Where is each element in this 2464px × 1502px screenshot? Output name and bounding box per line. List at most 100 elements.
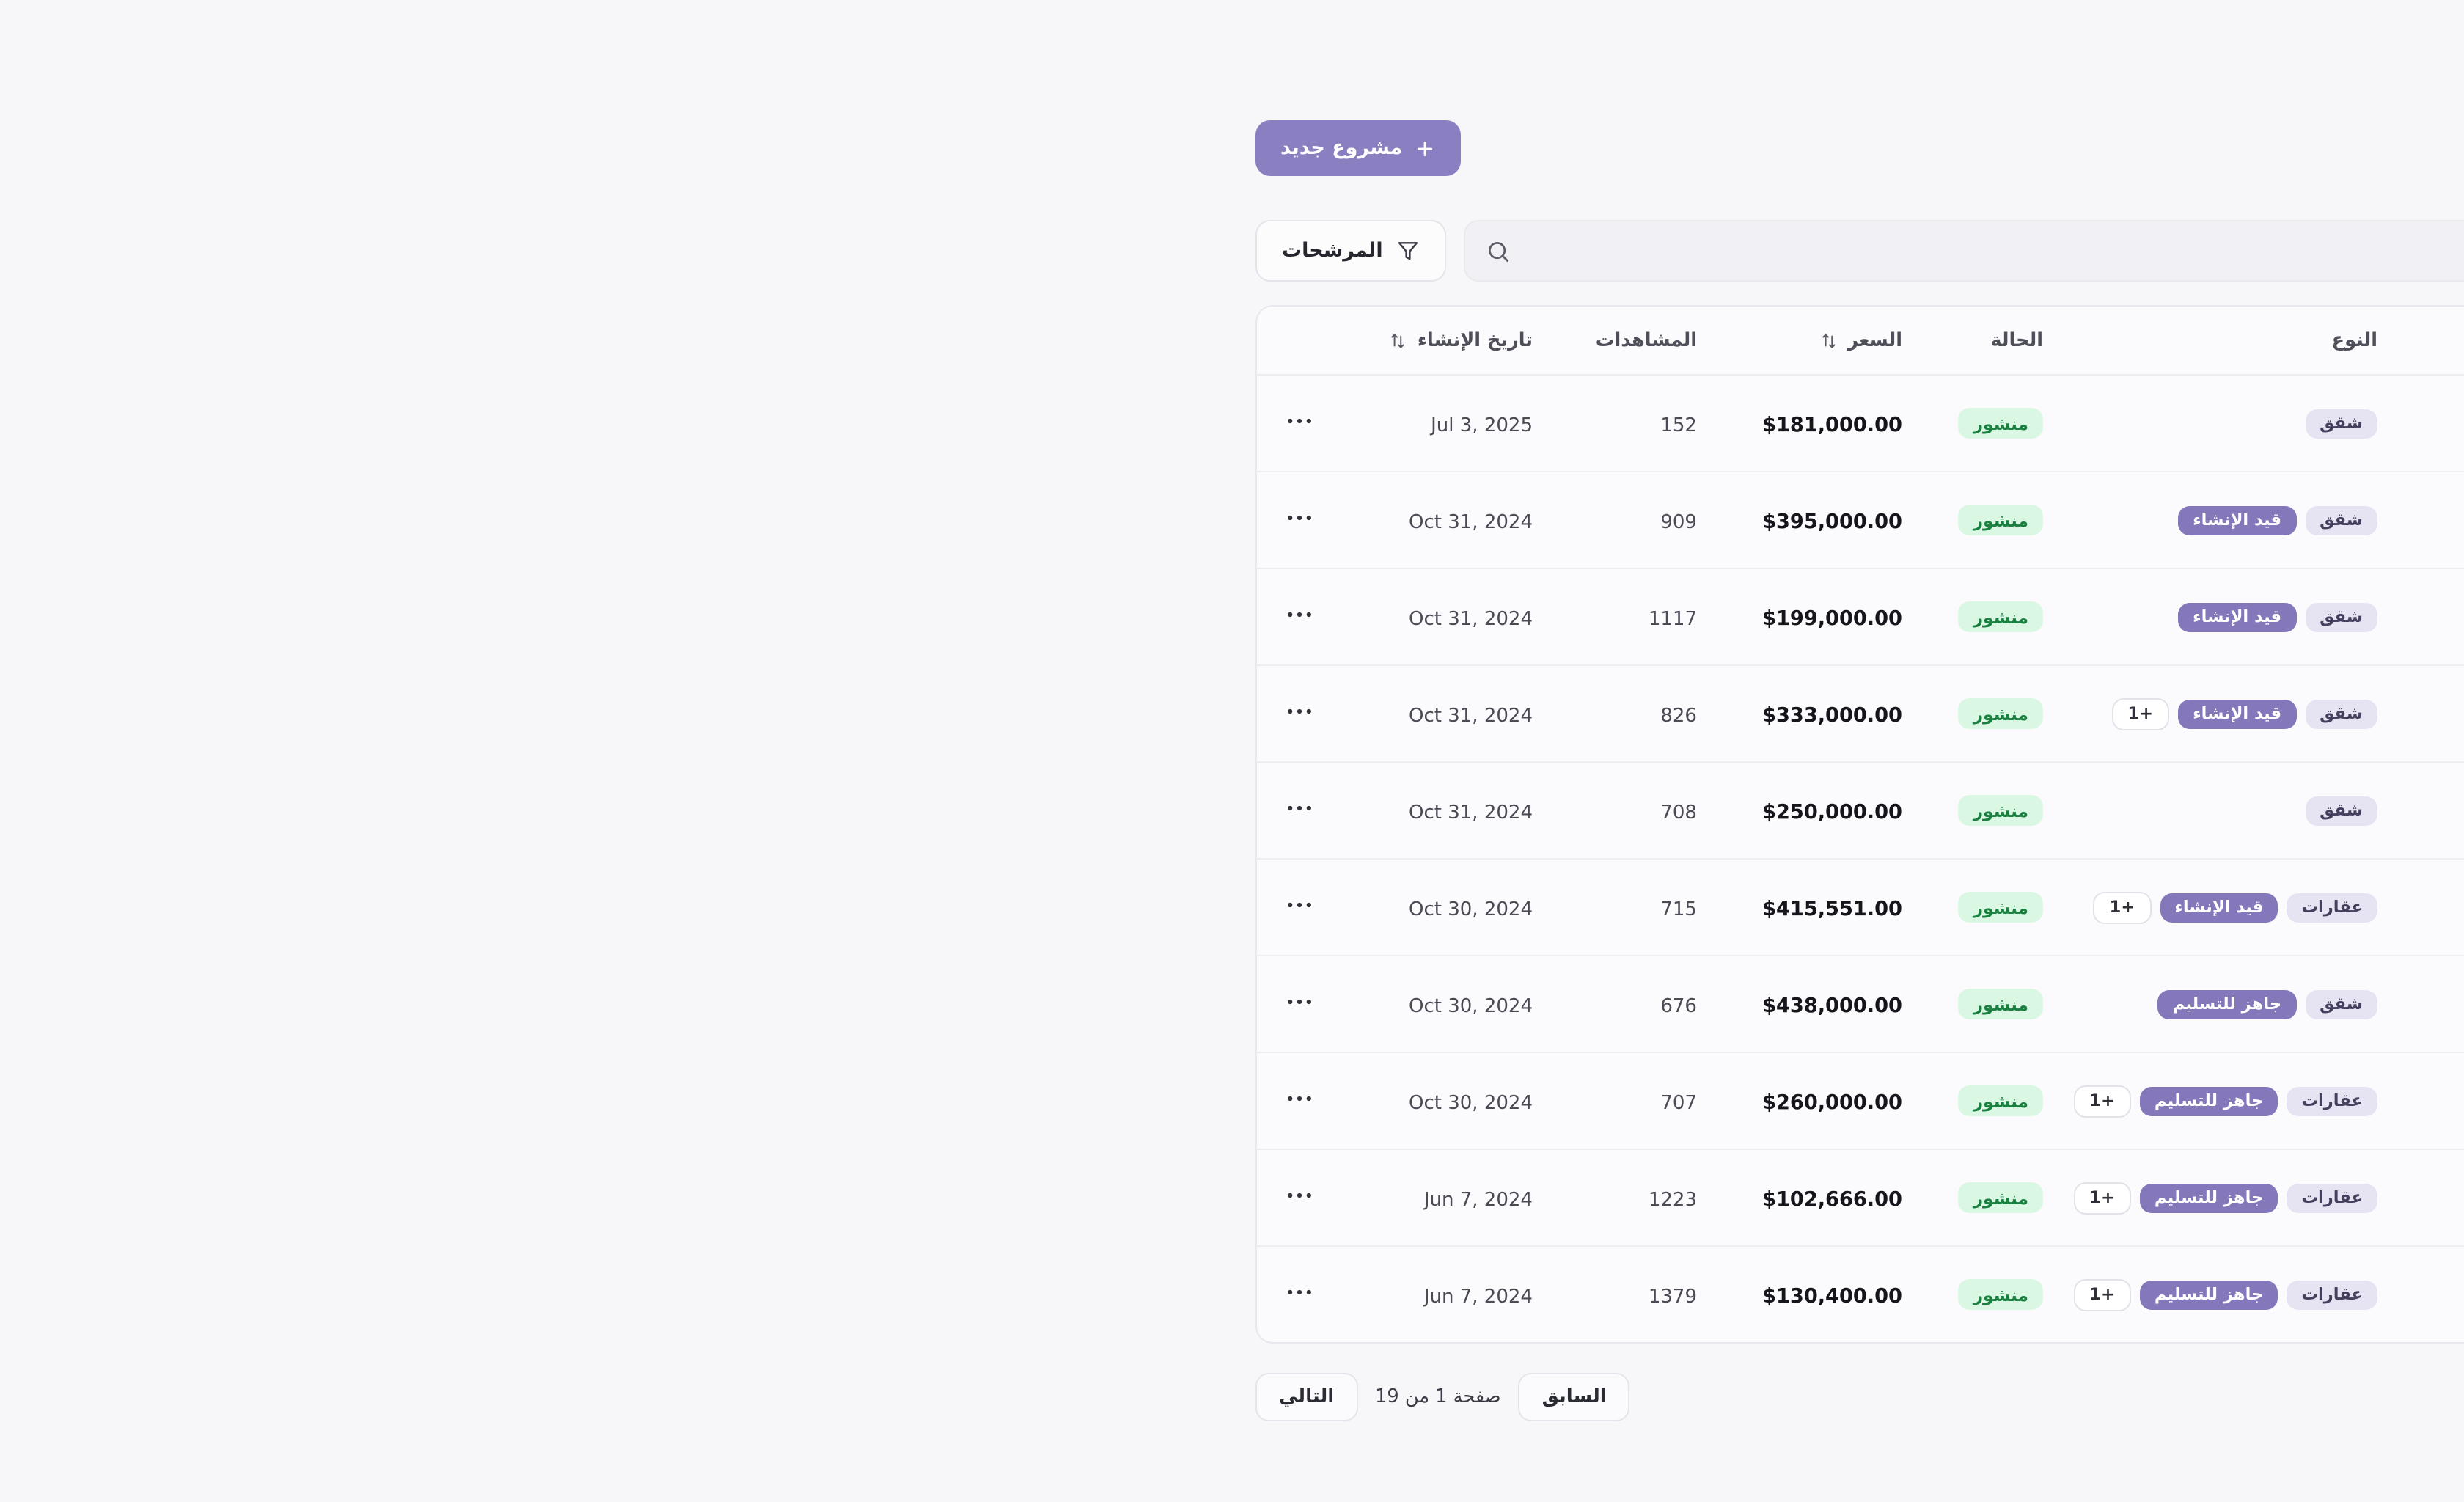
views-value: 715 [1660,899,1697,921]
row-actions-button[interactable] [1283,404,1316,436]
row-actions-button[interactable] [1283,598,1316,630]
type-badge: عقارات [2287,1183,2377,1212]
construction-status-badge: جاهز للتسليم [2139,1280,2278,1309]
sort-icon[interactable] [1819,331,1838,350]
location-country: المملكة العربية السعودية [2419,1174,2464,1196]
price-value: $102,666.00 [1762,1188,1902,1212]
previous-page-button[interactable]: السابق [1518,1373,1630,1421]
price-value: $415,551.00 [1762,898,1902,921]
sort-icon[interactable] [1390,331,1409,350]
created-date-cell: Oct 31, 2024 [1336,594,1553,640]
type-cell: عقارات قيد الإنشاء +1 [2064,882,2398,932]
row-actions-button[interactable] [1283,1275,1316,1308]
table-row: مشروع VIA LFEYUNUS EMREتركيااسطنبول, أيو… [1257,664,2464,761]
status-cell: منشور [1923,883,2064,932]
table-row: مشروع YASAM MARINALİONİA YAPIتركيااسطنبو… [1257,1052,2464,1149]
table-row: مشروع اوبال ريزيدنسدرة العقاريةالمملكة ا… [1257,1245,2464,1342]
views-cell: 707 [1553,1078,1717,1124]
views-value: 707 [1660,1093,1697,1115]
status-badge: منشور [1958,892,2043,923]
created-date-cell: Oct 30, 2024 [1336,981,1553,1027]
location-city: اسطنبول, بيليك دوزو [2419,620,2464,640]
plus-icon [1414,137,1436,159]
location-country: المملكة العربية السعودية [2419,1271,2464,1293]
row-actions-button[interactable] [1283,501,1316,533]
created-date-value: Oct 30, 2024 [1409,996,1533,1018]
status-cell: منشور [1923,980,2064,1029]
location-country: تركيا [2419,884,2464,906]
location-cell: المملكة العربية السعودية جدة, حي الروضة [2398,1165,2464,1230]
status-cell: منشور [1923,1173,2064,1223]
type-cell: شقق قيد الإنشاء +1 [2064,689,2398,739]
location-country: تركيا [2419,981,2464,1003]
column-header: النوع [2064,329,2398,351]
more-count-badge: +1 [2073,1085,2131,1117]
column-header-label: الحالة [1990,329,2043,351]
price-cell: $181,000.00 [1717,400,1923,446]
actions-cell [1257,1170,1336,1226]
views-cell: 909 [1553,497,1717,543]
construction-status-badge: جاهز للتسليم [2157,989,2297,1019]
location-cell: تركيا اسطنبول, أفجلار [2398,778,2464,843]
created-date-value: Jun 7, 2024 [1423,1286,1533,1308]
more-count-badge: +1 [2093,891,2152,923]
construction-status-badge: قيد الإنشاء [2178,602,2297,631]
created-date-value: Oct 31, 2024 [1409,512,1533,534]
location-city: اسطنبول, بيليك دوزو [2419,1104,2464,1124]
type-badge: عقارات [2287,1086,2377,1115]
status-badge: منشور [1958,989,2043,1020]
created-date-value: Oct 30, 2024 [1409,1093,1533,1115]
app-root: Team Logo سكاي لاين لوحة التحكمالرئيسيةا… [1232,0,2464,1502]
created-date-cell: Jun 7, 2024 [1336,1175,1553,1220]
row-actions-button[interactable] [1283,791,1316,824]
type-badge: شقق [2305,505,2377,535]
created-date-cell: Jul 3, 2025 [1336,400,1553,446]
location-cell: المملكة العربية السعودية جدة, الفيحاء [2398,391,2464,455]
type-badge: شقق [2305,602,2377,631]
created-date-cell: Oct 31, 2024 [1336,691,1553,736]
status-badge: منشور [1958,698,2043,730]
filters-button[interactable]: المرشحات [1255,220,1446,282]
actions-cell [1257,976,1336,1032]
views-value: 1223 [1648,1190,1697,1212]
actions-cell [1257,395,1336,451]
created-date-cell: Oct 31, 2024 [1336,788,1553,833]
row-actions-button[interactable] [1283,1082,1316,1114]
new-project-button[interactable]: مشروع جديد [1255,120,1462,176]
row-actions-button[interactable] [1283,695,1316,727]
column-header[interactable]: تاريخ الإنشاء [1336,329,1553,351]
price-cell: $333,000.00 [1717,691,1923,736]
type-badge: شقق [2305,409,2377,438]
type-cell: شقق [2064,400,2398,447]
location-city: اسطنبول, أيوب سلطان [2419,717,2464,737]
created-date-value: Oct 31, 2024 [1409,706,1533,728]
location-cell: تركيا اسطنبول, باشاك شهير [2398,972,2464,1036]
topbar: projects ar الرئيسية العربية [1232,0,2464,85]
row-actions-button[interactable] [1283,985,1316,1017]
search-input[interactable] [1510,238,2464,264]
page-indicator: صفحة 1 من 19 [1375,1386,1501,1408]
status-badge: منشور [1958,505,2043,536]
created-date-cell: Oct 30, 2024 [1336,1078,1553,1124]
status-badge: منشور [1958,1279,2043,1311]
views-value: 826 [1660,706,1697,728]
search-icon [1486,238,1511,263]
pagination: السابق صفحة 1 من 19 التالي [1255,1373,1630,1421]
location-country: المملكة العربية السعودية [2419,400,2464,422]
table-row: مشروع LUXERA NEVBAHARLuxera Construction… [1257,955,2464,1052]
status-cell: منشور [1923,786,2064,835]
row-actions-button[interactable] [1283,1179,1316,1211]
status-badge: منشور [1958,601,2043,633]
created-date-value: Oct 31, 2024 [1409,802,1533,824]
views-cell: 1223 [1553,1175,1717,1220]
column-header[interactable]: السعر [1717,329,1923,351]
location-city: اسطنبول, باشاك شهير [2419,1007,2464,1027]
location-city: اسطنبول, أفجلار [2419,523,2464,543]
table-row: مشروع BIZIM EVLER 11Ihlas Construction H… [1257,471,2464,568]
next-page-button[interactable]: التالي [1255,1373,1358,1421]
location-country: تركيا [2419,690,2464,712]
location-country: تركيا [2419,1077,2464,1099]
location-country: تركيا [2419,787,2464,809]
row-actions-button[interactable] [1283,888,1316,920]
column-header-label: تاريخ الإنشاء [1417,329,1533,351]
